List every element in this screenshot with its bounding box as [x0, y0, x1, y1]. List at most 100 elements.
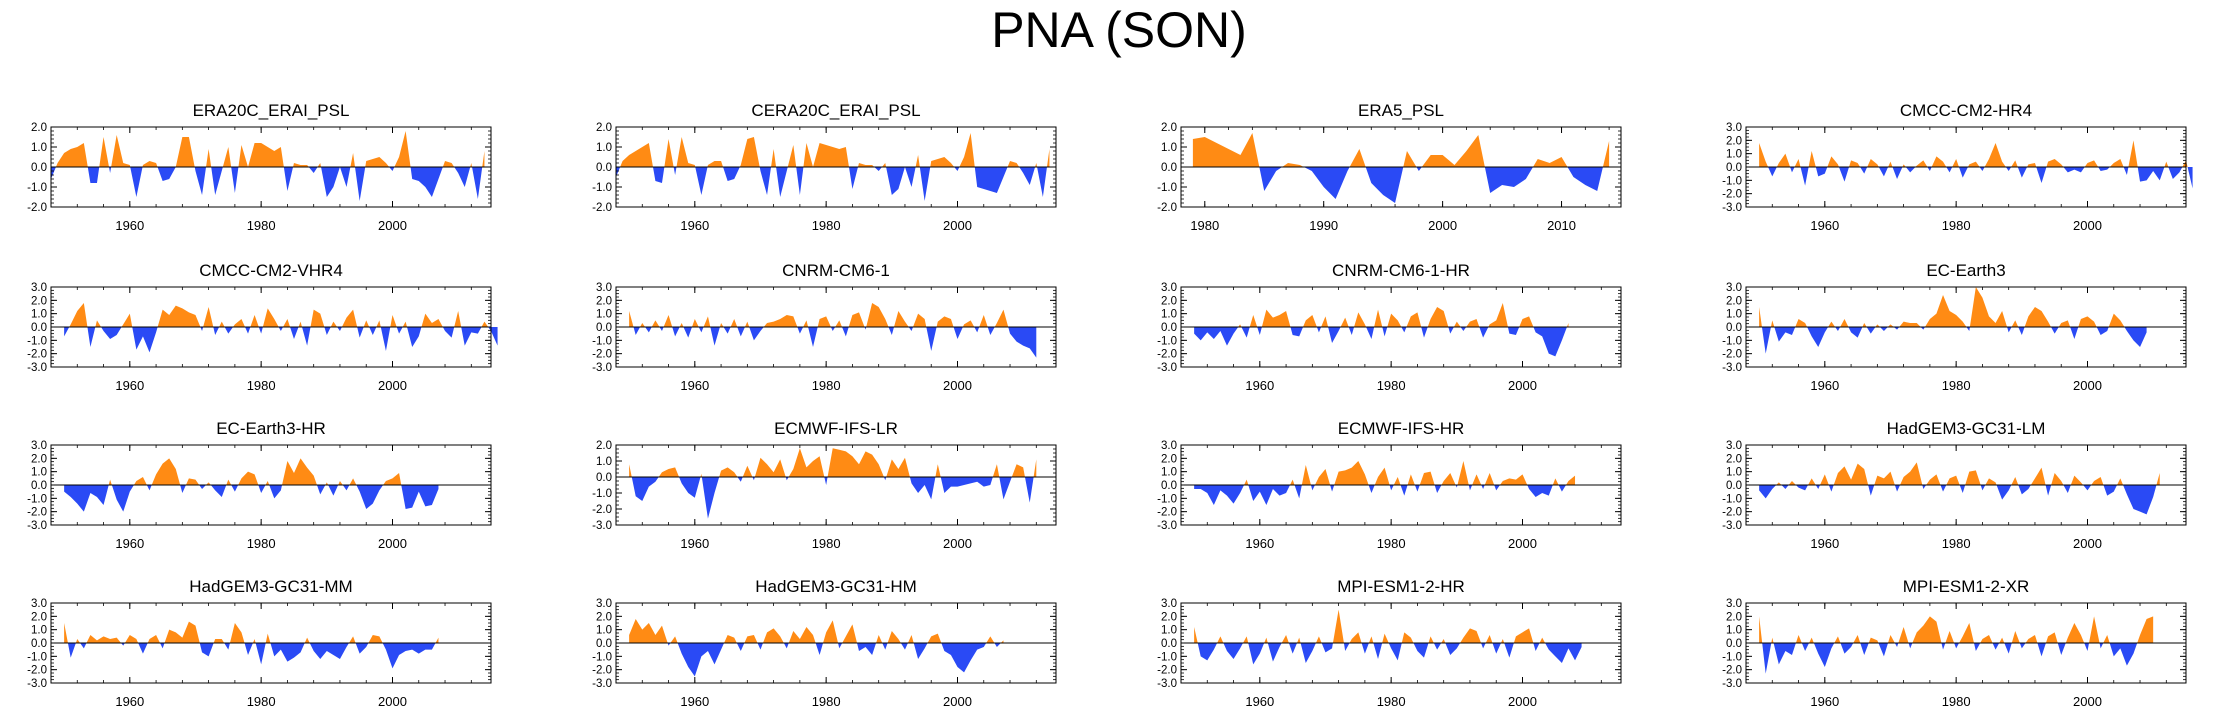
panel-title: ECMWF-IFS-LR [774, 419, 898, 438]
y-tick-label: 2.0 [31, 295, 47, 307]
y-tick-label: -2.0 [27, 507, 47, 519]
y-tick-label: -1.0 [1722, 651, 1742, 663]
y-tick-label: -3.0 [592, 520, 612, 532]
y-tick-label: 0.0 [31, 322, 47, 334]
y-tick-label: 2.0 [1726, 135, 1742, 147]
y-tick-label: 2.0 [596, 122, 612, 134]
positive-area [629, 448, 1037, 477]
y-tick-label: 1.0 [596, 309, 612, 321]
panel-1: CERA20C_ERAI_PSL -2.0 -1.0 0.0 1.0 2.0 1960 198… [592, 101, 1057, 233]
positive-area [620, 133, 1050, 167]
panel-3: CMCC-CM2-HR4 -3.0-2.0 -1.00.01.0 2.03.0 1960… [1722, 101, 2193, 233]
positive-area [64, 621, 439, 643]
y-tick-label: -1.0 [592, 335, 612, 347]
panel-title: HadGEM3-GC31-HM [755, 577, 917, 596]
y-tick-label: 1.0 [1726, 149, 1742, 161]
x-tick-label: 2000 [2073, 378, 2102, 393]
negative-area [616, 167, 1047, 201]
x-tick-label: 2000 [943, 694, 972, 709]
x-tick-label: 2000 [378, 218, 407, 233]
negative-area [667, 643, 1001, 677]
y-tick-label: -1.0 [592, 182, 612, 194]
y-tick-label: -3.0 [592, 678, 612, 690]
positive-area [629, 619, 1004, 643]
positive-area [69, 303, 489, 327]
x-tick-label: 1960 [680, 694, 709, 709]
y-tick-label: -1.0 [1157, 182, 1177, 194]
x-tick-label: 1980 [1377, 536, 1406, 551]
y-tick-label: 3.0 [31, 440, 47, 452]
y-tick-label: 0.0 [1726, 638, 1742, 650]
y-tick-label: 2.0 [31, 453, 47, 465]
positive-area [1776, 462, 2160, 485]
x-tick-label: 1980 [247, 536, 276, 551]
y-tick-label: -1.0 [592, 488, 612, 500]
panel-5: CNRM-CM6-1 -3.0-2.0 -1.00.01.0 2.03.0 1960 19… [592, 261, 1057, 393]
panel-title: CERA20C_ERAI_PSL [751, 101, 920, 120]
positive-area [1759, 616, 2154, 643]
negative-area [64, 327, 498, 353]
y-tick-label: 3.0 [596, 282, 612, 294]
y-tick-label: -1.0 [27, 651, 47, 663]
y-tick-label: 2.0 [31, 611, 47, 623]
negative-area [67, 643, 436, 669]
panel-13: HadGEM3-GC31-HM -3.0-2.0 -1.00.01.0 2.03.0 1… [592, 577, 1057, 709]
y-tick-label: 0.0 [1726, 322, 1742, 334]
x-tick-label: 1960 [115, 536, 144, 551]
x-tick-label: 2000 [1508, 378, 1537, 393]
y-tick-label: 0.0 [596, 322, 612, 334]
x-tick-label: 1980 [247, 218, 276, 233]
negative-area [1761, 327, 2147, 354]
y-tick-label: 1.0 [1726, 467, 1742, 479]
y-tick-label: 2.0 [1161, 453, 1177, 465]
y-tick-label: 3.0 [596, 598, 612, 610]
y-tick-label: 1.0 [31, 625, 47, 637]
panel-title: MPI-ESM1-2-XR [1903, 577, 2030, 596]
y-tick-label: 0.0 [31, 162, 47, 174]
x-tick-label: 2000 [1508, 694, 1537, 709]
positive-area [1238, 303, 1569, 327]
y-tick-label: -3.0 [1722, 202, 1742, 214]
x-tick-label: 1980 [247, 378, 276, 393]
y-tick-label: -1.0 [27, 335, 47, 347]
negative-area [1197, 643, 1582, 665]
y-tick-label: 0.0 [31, 638, 47, 650]
y-tick-label: 2.0 [1726, 453, 1742, 465]
y-tick-label: 0.0 [596, 638, 612, 650]
y-tick-label: 3.0 [1726, 122, 1742, 134]
y-tick-label: 2.0 [1161, 295, 1177, 307]
y-tick-label: 0.0 [31, 480, 47, 492]
figure-title: PNA (SON) [991, 2, 1247, 58]
x-tick-label: 1980 [812, 378, 841, 393]
y-tick-label: 0.0 [1161, 322, 1177, 334]
y-tick-label: 2.0 [596, 440, 612, 452]
x-tick-label: 1960 [1810, 378, 1839, 393]
y-tick-label: -1.0 [1157, 651, 1177, 663]
panel-title: CMCC-CM2-VHR4 [199, 261, 343, 280]
panel-14: MPI-ESM1-2-HR -3.0-2.0 -1.00.01.0 2.03.0 196… [1157, 577, 1622, 709]
x-tick-label: 2000 [943, 378, 972, 393]
x-tick-label: 1980 [812, 536, 841, 551]
x-tick-label: 1980 [247, 694, 276, 709]
x-tick-label: 1980 [1377, 378, 1406, 393]
panel-title: ERA20C_ERAI_PSL [193, 101, 350, 120]
negative-area [633, 327, 1037, 358]
y-tick-label: -3.0 [27, 362, 47, 374]
x-tick-label: 2000 [378, 694, 407, 709]
y-tick-label: 3.0 [31, 282, 47, 294]
y-tick-label: -1.0 [1722, 175, 1742, 187]
y-tick-label: -3.0 [1157, 362, 1177, 374]
panel-title: HadGEM3-GC31-LM [1887, 419, 2046, 438]
positive-area [1192, 133, 1610, 167]
y-tick-label: 1.0 [31, 142, 47, 154]
x-tick-label: 2010 [1547, 218, 1576, 233]
y-tick-label: 1.0 [596, 456, 612, 468]
panel-9: ECMWF-IFS-LR -3.0 -2.0 -1.0 0.0 1.0 2.0 1960 198… [592, 419, 1057, 551]
panel-title: ERA5_PSL [1358, 101, 1444, 120]
y-tick-label: 2.0 [1726, 295, 1742, 307]
y-tick-label: 2.0 [596, 295, 612, 307]
x-tick-label: 1960 [680, 536, 709, 551]
y-tick-label: 3.0 [1161, 282, 1177, 294]
panel-title: MPI-ESM1-2-HR [1337, 577, 1465, 596]
y-tick-label: -3.0 [1722, 520, 1742, 532]
